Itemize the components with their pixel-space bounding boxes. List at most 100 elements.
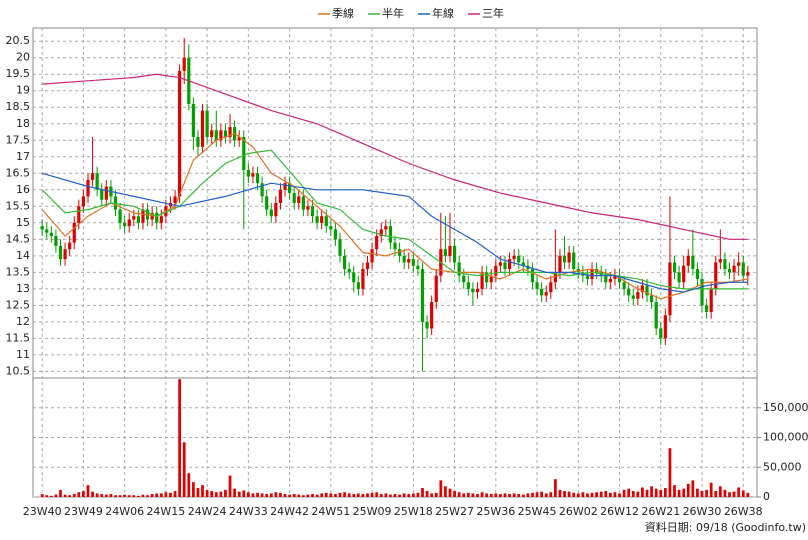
- candle-body: [663, 315, 667, 339]
- candle-body: [475, 288, 480, 293]
- moving-average-line: [41, 132, 748, 300]
- volume-bar: [379, 494, 383, 497]
- candle-body: [553, 272, 557, 283]
- volume-bar: [201, 485, 204, 497]
- legend-label: 季線: [332, 6, 354, 20]
- candle-body: [127, 219, 131, 227]
- candle-body: [672, 262, 677, 273]
- candle-body: [361, 269, 365, 289]
- candle-body: [622, 282, 626, 289]
- source-note: 資料日期: 09/18 (Goodinfo.tw): [645, 520, 806, 534]
- candle-body: [718, 259, 722, 263]
- candle-body: [530, 269, 535, 283]
- volume-bar: [604, 491, 608, 497]
- candle-body: [72, 222, 76, 243]
- x-tick-label: 25W18: [394, 505, 433, 518]
- candle-body: [704, 305, 709, 312]
- volume-bar: [489, 494, 493, 497]
- y-tick-label: 19.5: [6, 67, 31, 80]
- y-tick-label: 12.5: [6, 298, 31, 311]
- volume-bar: [512, 493, 516, 497]
- volume-bar: [173, 491, 177, 497]
- volume-bar: [375, 492, 379, 497]
- candle-body: [686, 255, 690, 266]
- y-tick-label: 20: [16, 51, 30, 64]
- candle-body: [237, 136, 241, 141]
- volume-bar: [503, 493, 507, 497]
- volume-bar: [732, 491, 736, 497]
- volume-bar: [508, 494, 511, 497]
- y-tick-label: 10.5: [6, 364, 31, 377]
- volume-bar: [297, 494, 301, 497]
- volume-bar: [95, 493, 99, 497]
- candle-body: [402, 255, 406, 263]
- candle-body: [260, 183, 264, 197]
- volume-bar: [654, 488, 658, 497]
- candle-body: [310, 206, 315, 217]
- volume-bar: [544, 493, 548, 497]
- candle-body: [86, 179, 90, 197]
- volume-bar: [705, 489, 708, 497]
- candle-body: [384, 226, 388, 230]
- candle-body: [90, 173, 95, 180]
- x-tick-label: 25W27: [435, 505, 474, 518]
- candle-body: [136, 216, 140, 223]
- volume-bar: [256, 492, 259, 497]
- candle-body: [214, 130, 218, 141]
- x-tick-label: 24W42: [270, 505, 309, 518]
- volume-bar: [63, 494, 67, 497]
- candle-body: [141, 209, 145, 223]
- candle-body: [347, 269, 351, 273]
- candle-body: [219, 130, 223, 141]
- y2-tick-label: 100,000: [763, 431, 808, 444]
- volume-bar: [347, 493, 351, 497]
- y-tick-label: 17.5: [6, 133, 31, 146]
- volume-bar: [109, 494, 113, 497]
- volume-bar: [210, 491, 214, 497]
- candle-body: [535, 282, 539, 289]
- candle-body: [572, 252, 576, 270]
- volume-bar: [246, 492, 250, 497]
- candle-body: [269, 209, 273, 217]
- candle-body: [448, 245, 452, 256]
- candle-body: [732, 265, 736, 273]
- candle-body: [521, 262, 525, 266]
- volume-bar: [618, 493, 621, 497]
- candle-body: [301, 196, 305, 210]
- volume-bar: [554, 479, 557, 497]
- moving-average-line: [41, 172, 748, 293]
- volume-bar: [480, 492, 484, 497]
- candle-body: [640, 285, 645, 293]
- volume-bar: [631, 491, 635, 497]
- candle-body: [191, 103, 195, 137]
- candle-body: [159, 216, 163, 223]
- volume-bar: [714, 491, 718, 497]
- volume-bar: [499, 494, 502, 497]
- candle-body: [585, 275, 590, 279]
- candle-body: [682, 265, 686, 283]
- candle-body: [54, 236, 58, 246]
- volume-bar: [68, 495, 72, 497]
- volume-bar: [265, 494, 269, 497]
- y2-tick-label: 150,000: [763, 401, 808, 414]
- x-tick-label: 26W21: [641, 505, 680, 518]
- candle-body: [498, 262, 502, 266]
- volume-bar: [535, 492, 539, 497]
- volume-bar: [723, 489, 727, 497]
- y-tick-label: 13.5: [6, 265, 31, 278]
- candle-body: [425, 321, 429, 329]
- candle-body: [723, 259, 727, 270]
- volume-bar: [540, 491, 544, 497]
- candle-body: [375, 236, 379, 250]
- volume-bar: [59, 489, 62, 497]
- candle-body: [695, 269, 700, 279]
- candle-body: [246, 169, 250, 177]
- candle-body: [462, 275, 466, 283]
- volume-bar: [320, 493, 324, 497]
- volume-bar: [572, 492, 576, 497]
- candle-body: [540, 288, 544, 296]
- candle-body: [324, 216, 328, 227]
- candle-body: [297, 196, 301, 203]
- candle-body: [659, 328, 663, 339]
- volume-bar: [613, 492, 617, 497]
